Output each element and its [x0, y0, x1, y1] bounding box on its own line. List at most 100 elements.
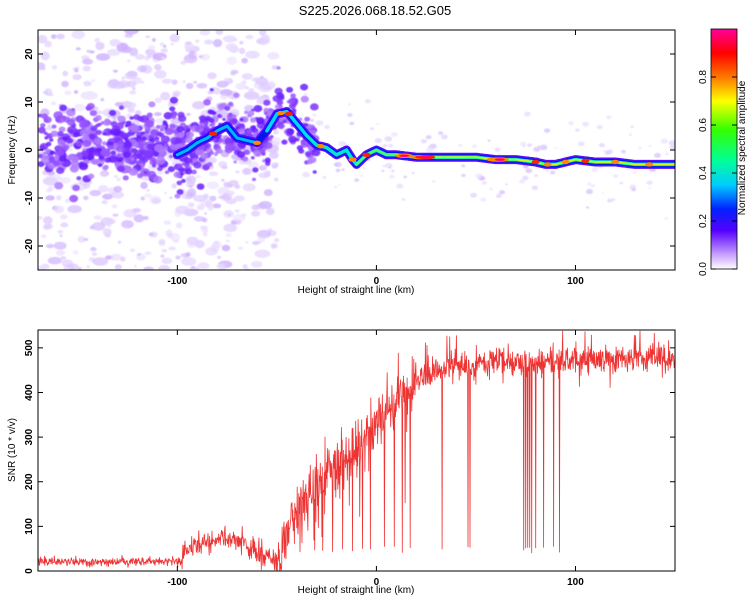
- spectrogram-noise-blob: [127, 59, 131, 63]
- spectrogram-noise-blob: [235, 220, 242, 225]
- ridge-hot-spot: [284, 111, 293, 117]
- spectrogram-band-blob: [311, 148, 321, 157]
- spectrogram-noise-blob: [221, 178, 225, 182]
- spectrogram-noise-blob: [258, 172, 270, 179]
- spectrogram-noise-blob: [241, 57, 248, 64]
- spectrogram-noise-blob: [155, 117, 165, 125]
- ridge-hot-spot: [316, 143, 325, 149]
- spectrogram-noise-blob: [225, 43, 238, 51]
- spectrogram-band-blob: [286, 128, 295, 135]
- spectrogram-band-blob: [116, 165, 125, 173]
- spectrogram-band-blob: [193, 161, 202, 169]
- spectrogram-band-blob: [133, 114, 141, 121]
- spectrogram-band-blob: [167, 166, 175, 173]
- spectrogram-noise-blob: [494, 147, 501, 152]
- spectrogram-band-blob: [130, 157, 135, 161]
- spectrogram-band-blob: [104, 118, 110, 123]
- snr-x-tick-label: -100: [167, 577, 187, 588]
- spectrogram-noise-blob: [187, 202, 195, 208]
- spectrogram-noise-blob: [212, 203, 222, 209]
- spectrogram-band-blob: [66, 118, 76, 126]
- spectrogram-band-blob: [171, 114, 177, 120]
- spectrogram-noise-blob: [250, 260, 263, 268]
- spectrogram-noise-blob: [161, 248, 168, 253]
- spectrogram-noise-blob: [250, 210, 261, 217]
- spectrogram-band-blob: [123, 140, 133, 149]
- spectrogram-band-blob: [72, 132, 79, 138]
- spectrogram-band-blob: [90, 125, 98, 132]
- spectrogram-noise-blob: [322, 175, 327, 179]
- spectrogram-noise-blob: [382, 164, 386, 168]
- spectrogram-band-blob: [151, 150, 160, 157]
- spectrogram-noise-blob: [51, 64, 58, 70]
- spectrogram-noise-blob: [132, 86, 136, 91]
- spectrogram-noise-blob: [175, 255, 181, 260]
- spectrogram-noise-blob: [470, 192, 477, 198]
- spectrogram-noise-blob: [225, 239, 230, 243]
- spectrogram-band-blob: [312, 170, 317, 174]
- spectrogram-noise-blob: [475, 173, 483, 179]
- colorbar-tick-label: 0.0: [698, 262, 709, 276]
- colorbar-ticks: 0.0 0.2 0.4 0.6 0.8: [698, 70, 737, 276]
- spectrogram-band-blob: [218, 138, 224, 143]
- spectrogram-noise-blob: [391, 132, 398, 137]
- spectrogram-noise-blob: [215, 30, 224, 35]
- spectrogram-noise-blob: [234, 195, 245, 202]
- spectrogram-noise-blob: [505, 183, 508, 186]
- spectrogram-band-blob: [108, 109, 117, 117]
- ridge-core-segment: [175, 124, 259, 157]
- spectrogram-noise-blob: [257, 236, 266, 243]
- spectrogram-noise-blob: [132, 208, 142, 213]
- spectrogram-noise-blob: [232, 214, 246, 222]
- snr-y-tick-label: 100: [24, 518, 35, 535]
- spectrogram-band-blob: [102, 141, 108, 146]
- spectrogram-band-blob: [38, 161, 45, 167]
- spectrogram-noise-blob: [338, 183, 341, 186]
- spectrogram-x-ticks: -100 0 100: [167, 30, 584, 287]
- spectrogram-band-blob: [203, 99, 211, 106]
- snr-frame: [37, 329, 676, 572]
- spectrogram-noise-blob: [114, 264, 122, 270]
- spectrogram-noise-blob: [144, 193, 152, 198]
- spectrogram-noise-blob: [388, 143, 394, 148]
- spectrogram-noise-blob: [273, 129, 279, 135]
- spectrogram-noise-blob: [550, 170, 556, 175]
- spectrogram-noise-blob: [533, 146, 541, 152]
- spectrogram-noise-blob: [129, 90, 137, 95]
- spectrogram-noise-blob: [192, 182, 196, 186]
- spectrogram-band-blob: [97, 163, 103, 168]
- spectrogram-noise-blob: [267, 52, 280, 60]
- spectrogram-band-blob: [87, 133, 95, 140]
- spectrogram-band-blob: [177, 131, 185, 138]
- spectrogram-noise-blob: [383, 144, 388, 148]
- spectrogram-noise-blob: [161, 56, 166, 60]
- spectrogram-noise-blob: [263, 189, 273, 197]
- spectrogram-noise-blob: [241, 167, 252, 175]
- spectrogram-noise-blob: [72, 250, 79, 255]
- spectrogram-band-blob: [300, 95, 309, 103]
- spectrogram-noise-blob: [489, 187, 493, 191]
- spectrogram-band-blob: [180, 178, 186, 183]
- spectrogram-noise-blob: [125, 101, 137, 109]
- spectrogram-noise-blob: [487, 139, 491, 142]
- spectrogram-noise-blob: [396, 183, 404, 189]
- spectrogram-noise-blob: [245, 241, 249, 244]
- spectrogram-band-blob: [83, 135, 90, 141]
- spectrogram-band-blob: [103, 164, 109, 170]
- spectrogram-noise-blob: [403, 175, 408, 179]
- spectrogram-noise-blob: [265, 207, 275, 216]
- spectrogram-noise-blob: [525, 168, 533, 174]
- spectrogram-noise-blob: [199, 53, 211, 61]
- spectrogram-noise-blob: [160, 48, 169, 53]
- spectrogram-noise-blob: [225, 198, 237, 205]
- spectrogram-band-blob: [241, 116, 249, 123]
- spectrogram-noise-blob: [102, 193, 113, 200]
- spectrogram-band-blob: [41, 113, 48, 120]
- spectrogram-band-blob: [195, 125, 205, 133]
- spectrogram-noise-blob: [94, 37, 100, 43]
- spectrogram-band-blob: [250, 117, 257, 123]
- spectrogram-noise-blob: [362, 167, 366, 170]
- spectrogram-noise-blob: [632, 171, 637, 174]
- spectrogram-noise-blob: [259, 30, 267, 36]
- spectrogram-band-blob: [50, 150, 55, 154]
